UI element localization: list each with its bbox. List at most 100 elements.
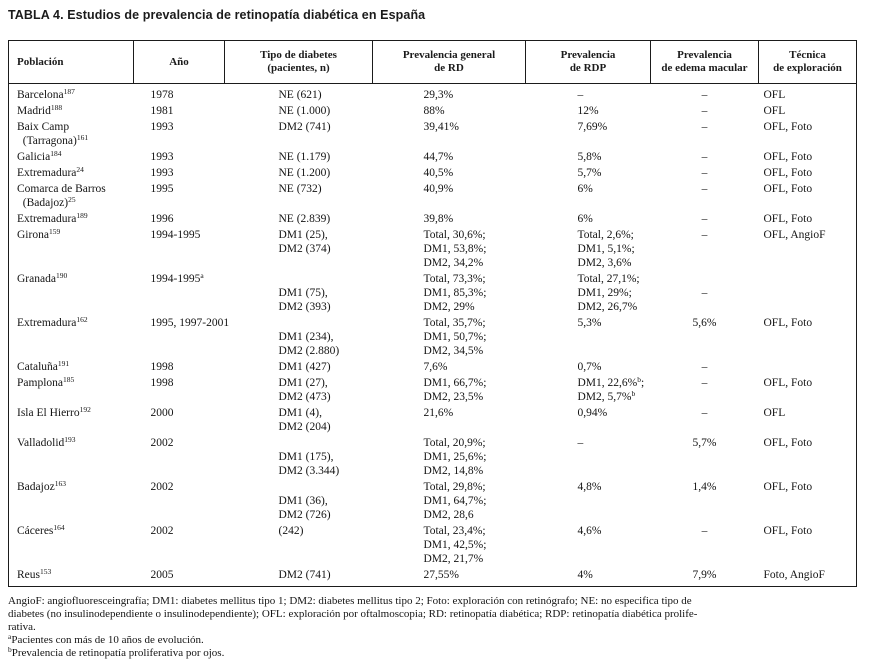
cell-poblacion: Extremadura162 — [9, 314, 134, 358]
table-row: Cataluña191 1998 DM1 (427) 7,6% 0,7% – — [9, 358, 857, 374]
cell-ano: 2002 — [134, 522, 225, 566]
cell-line: 2000 — [150, 407, 174, 419]
cell-rd: Total, 29,8%; DM1, 64,7%; DM2, 28,6 — [373, 478, 526, 522]
cell-line: 7,9% — [692, 569, 717, 581]
cell-line: DM2 (204) — [278, 421, 331, 433]
cell-rdp: 5,3% — [526, 314, 651, 358]
cell-line: DM1, 5,1%; — [577, 243, 635, 255]
cell-line: – — [701, 525, 708, 537]
cell-rd: 44,7% — [373, 148, 526, 164]
cell-line: OFL, AngioF — [763, 229, 826, 241]
cell-line: DM2 (473) — [278, 391, 331, 403]
cell-line: (Badajoz)25 — [17, 195, 76, 209]
cell-line: Total, 27,1%; — [577, 273, 640, 285]
cell-line: Cáceres164 — [17, 523, 65, 537]
cell-line: DM2, 14,8% — [423, 465, 484, 477]
table-row: Extremadura189 1996 NE (2.839) 39,8% 6% – OFL,… — [9, 210, 857, 226]
cell-poblacion: Granada190 — [9, 270, 134, 314]
cell-rdp: 4,6% — [526, 522, 651, 566]
cell-line: – — [701, 105, 708, 117]
table-title: TABLA 4. Estudios de prevalencia de reti… — [8, 8, 426, 22]
cell-line: DM1, 29%; — [577, 287, 632, 299]
cell-line: Galicia184 — [17, 149, 62, 163]
cell-line: 1995 — [150, 183, 174, 195]
cell-line: 7,6% — [423, 361, 448, 373]
cell-tipo: NE (621) — [225, 84, 373, 103]
cell-tecnica: OFL, Foto — [759, 118, 857, 148]
cell-line: 29,3% — [423, 89, 454, 101]
cell-rdp: 4% — [526, 566, 651, 587]
cell-line: Reus153 — [17, 567, 52, 581]
cell-line: 1994-1995a — [150, 271, 204, 285]
table-row: Galicia184 1993 NE (1.179) 44,7% 5,8% – OFL, F… — [9, 148, 857, 164]
cell-line: DM1, 42,5%; — [423, 539, 487, 551]
cell-line: 2002 — [150, 437, 174, 449]
cell-tecnica: OFL, Foto — [759, 180, 857, 210]
cell-rdp: 5,7% — [526, 164, 651, 180]
column-header-poblacion: Población — [8, 40, 134, 84]
column-header-label: (pacientes, n) — [267, 62, 330, 74]
cell-tipo: DM2 (741) — [225, 118, 373, 148]
cell-line: – — [701, 121, 708, 133]
cell-edema: 5,7% — [651, 434, 759, 478]
cell-line: DM1, 53,8%; — [423, 243, 487, 255]
cell-line: – — [701, 361, 708, 373]
footnote-line: AngioF: angiofluoresceingrafía; DM1: dia… — [8, 595, 692, 607]
cell-tipo: NE (1.000) — [225, 102, 373, 118]
footnote-line: rativa. — [8, 621, 36, 633]
cell-ano: 1998 — [134, 374, 225, 404]
cell-tecnica: OFL, Foto — [759, 434, 857, 478]
cell-line: NE (732) — [278, 183, 322, 195]
header-row: Población Año Tipo de diabetes (pacientes, … — [8, 40, 857, 84]
cell-line: 40,5% — [423, 167, 454, 179]
cell-rd: 29,3% — [373, 84, 526, 103]
cell-line: DM1 (27), — [278, 377, 328, 389]
cell-edema: – — [651, 118, 759, 148]
table-row: Extremadura162 1995, 1997-2001 DM1 (234),… — [9, 314, 857, 358]
cell-poblacion: Cáceres164 — [9, 522, 134, 566]
column-header-label: de edema macular — [661, 62, 748, 74]
cell-line: 0,94% — [577, 407, 608, 419]
cell-poblacion: Valladolid193 — [9, 434, 134, 478]
cell-line: DM2 (393) — [278, 301, 331, 313]
cell-poblacion: Cataluña191 — [9, 358, 134, 374]
cell-line: NE (1.000) — [278, 105, 331, 117]
cell-ano: 2002 — [134, 478, 225, 522]
table-row: Pamplona185 1998 DM1 (27), DM2 (473) DM1, 66… — [9, 374, 857, 404]
cell-rd: 39,8% — [373, 210, 526, 226]
cell-line: 44,7% — [423, 151, 454, 163]
cell-line: 12% — [577, 105, 599, 117]
cell-line: DM1, 22,6%b; — [577, 375, 645, 389]
cell-poblacion: Extremadura189 — [9, 210, 134, 226]
cell-ano: 1995, 1997-2001 — [134, 314, 230, 358]
cell-line: 88% — [423, 105, 445, 117]
cell-edema: – — [651, 164, 759, 180]
cell-edema: – — [651, 180, 759, 210]
cell-line: DM1 (25), — [278, 229, 328, 241]
cell-rd: 7,6% — [373, 358, 526, 374]
cell-line: DM2, 26,7% — [577, 301, 638, 313]
cell-rdp: 0,94% — [526, 404, 651, 434]
cell-line: OFL, Foto — [763, 167, 813, 179]
cell-ano: 1993 — [134, 164, 225, 180]
cell-rdp: Total, 27,1%; DM1, 29%; DM2, 26,7% — [526, 270, 651, 314]
cell-ano: 1994-1995 — [134, 226, 225, 270]
cell-line: DM2 (3.344) — [278, 465, 340, 477]
cell-rd: 39,41% — [373, 118, 526, 148]
cell-line: 2002 — [150, 525, 174, 537]
column-header-rd: Prevalencia general de RD — [372, 40, 526, 84]
cell-line: OFL, Foto — [763, 481, 813, 493]
cell-line: OFL, Foto — [763, 213, 813, 225]
cell-ano: 1993 — [134, 148, 225, 164]
cell-poblacion: Barcelona187 — [9, 84, 134, 103]
cell-line: 1993 — [150, 151, 174, 163]
cell-tipo: NE (732) — [225, 180, 373, 210]
cell-tipo: NE (1.200) — [225, 164, 373, 180]
cell-tecnica: Foto, AngioF — [759, 566, 857, 587]
cell-line: 1994-1995 — [150, 229, 201, 241]
cell-line: Foto, AngioF — [763, 569, 825, 581]
cell-tipo: DM1 (36), DM2 (726) — [225, 478, 373, 522]
cell-edema: 1,4% — [651, 478, 759, 522]
column-header-ano: Año — [133, 40, 225, 84]
cell-rd: Total, 20,9%; DM1, 25,6%; DM2, 14,8% — [373, 434, 526, 478]
